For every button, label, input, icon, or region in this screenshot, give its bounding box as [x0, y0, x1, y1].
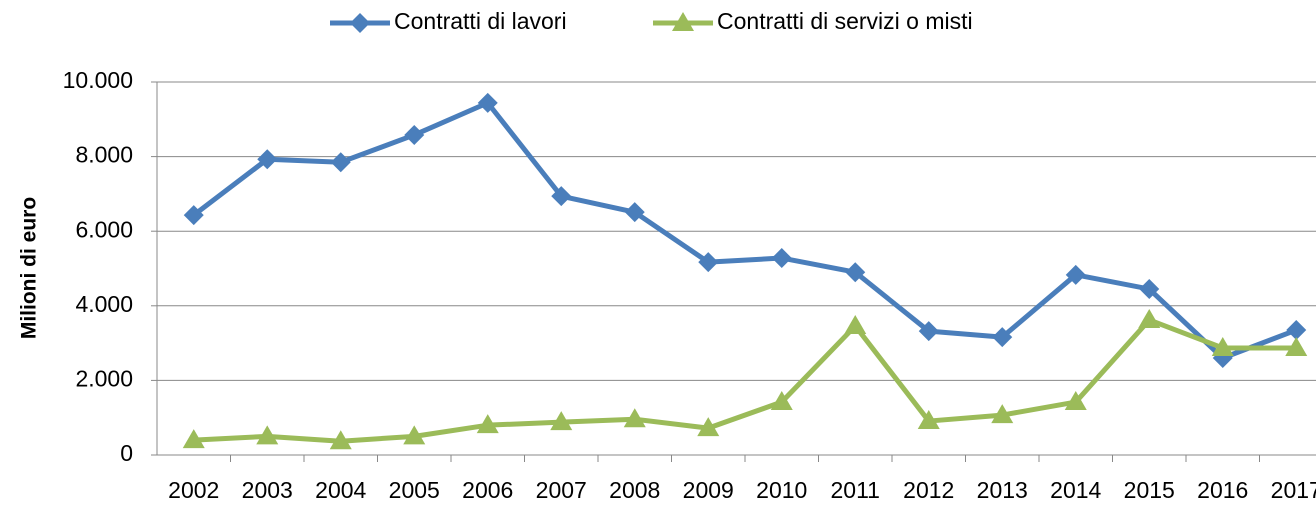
y-axis-label: Milioni di euro [18, 197, 41, 339]
data-point [918, 321, 939, 342]
x-tick-label: 2009 [683, 477, 734, 503]
x-tick-label: 2014 [1050, 477, 1101, 503]
x-tick-label: 2013 [977, 477, 1028, 503]
x-tick-label: 2005 [389, 477, 440, 503]
data-point [183, 205, 204, 226]
x-tick-label: 2016 [1197, 477, 1248, 503]
data-point [1139, 279, 1160, 300]
legend-marker [350, 13, 370, 33]
data-point [551, 186, 572, 207]
x-tick-label: 2015 [1124, 477, 1175, 503]
data-point [1065, 264, 1086, 285]
data-point [330, 152, 351, 173]
x-tick-label: 2012 [903, 477, 954, 503]
x-tick-label: 2011 [831, 477, 880, 503]
legend-label: Contratti di servizi o misti [717, 8, 973, 34]
data-point [1211, 336, 1234, 356]
data-point [403, 425, 426, 445]
y-tick-label: 2.000 [75, 365, 133, 391]
y-tick-label: 0 [120, 440, 133, 466]
y-tick-label: 6.000 [75, 216, 133, 242]
data-point [624, 202, 645, 223]
data-point [1138, 308, 1161, 328]
x-tick-label: 2008 [609, 477, 660, 503]
data-point [404, 124, 425, 145]
data-point [1064, 391, 1087, 411]
data-point [476, 414, 499, 434]
y-tick-label: 8.000 [75, 142, 133, 168]
data-point [844, 314, 867, 334]
data-point [477, 92, 498, 113]
y-tick-label: 10.000 [63, 67, 133, 93]
x-tick-label: 2006 [462, 477, 513, 503]
data-point [770, 391, 793, 411]
data-point [697, 417, 720, 437]
x-tick-label: 2003 [242, 477, 293, 503]
x-tick-label: 2007 [536, 477, 587, 503]
series-line [192, 100, 1298, 361]
data-point [698, 252, 719, 273]
data-point [182, 429, 205, 449]
data-point [1285, 336, 1308, 356]
x-tick-label: 2017 [1271, 477, 1316, 503]
data-point [991, 404, 1014, 424]
x-tick-label: 2004 [315, 477, 366, 503]
data-point [845, 262, 866, 283]
data-point [917, 410, 940, 430]
data-point [256, 425, 279, 445]
y-tick-label: 4.000 [75, 291, 133, 317]
data-point [329, 430, 352, 450]
legend-marker [672, 12, 694, 31]
data-point [257, 149, 278, 170]
data-point [1286, 320, 1307, 341]
x-tick-label: 2002 [168, 477, 219, 503]
data-point [550, 411, 573, 431]
series-line [193, 317, 1297, 444]
data-point [623, 408, 646, 428]
data-point [771, 248, 792, 269]
legend-label: Contratti di lavori [394, 8, 567, 34]
x-tick-label: 2010 [756, 477, 807, 503]
data-point [992, 327, 1013, 348]
